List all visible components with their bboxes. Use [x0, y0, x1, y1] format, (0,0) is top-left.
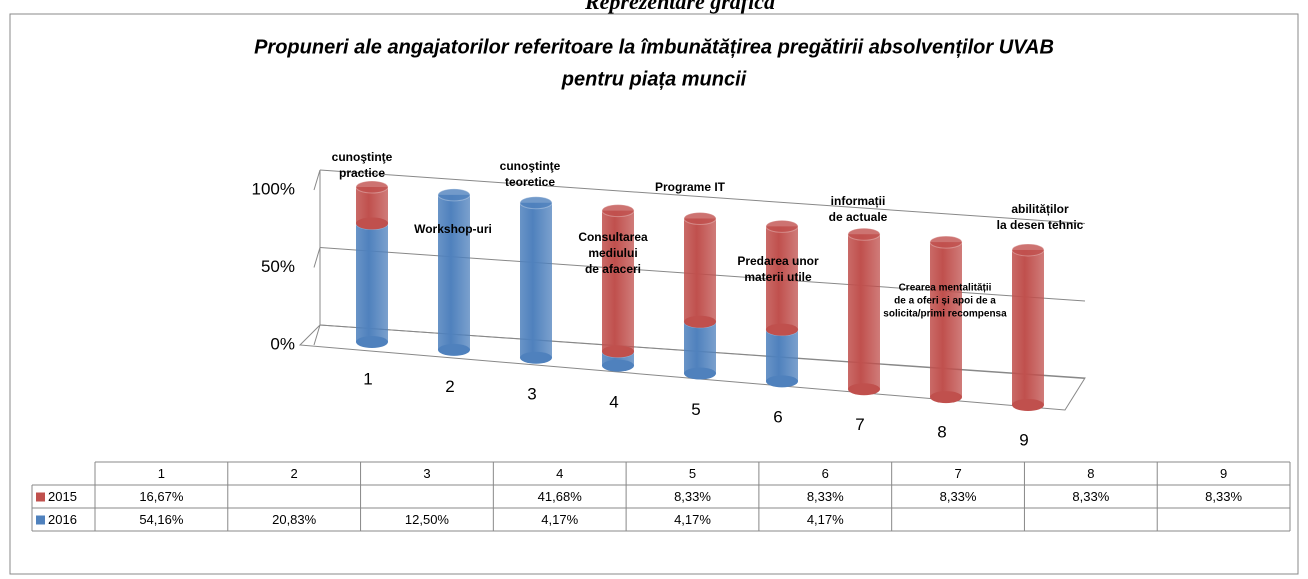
table-cell: 8,33% [674, 489, 711, 504]
x-tick-label: 8 [937, 423, 946, 442]
y-tick-label: 50% [261, 257, 295, 276]
y-tick [313, 324, 321, 346]
annotation: abilităților [1011, 202, 1069, 216]
annotation: solicita/primi recompensa [883, 309, 1007, 320]
table-cell: 41,68% [538, 489, 583, 504]
chart-frame [9, 13, 1299, 575]
annotation: de actuale [829, 210, 888, 224]
y-tick [313, 169, 321, 191]
annotation: practice [339, 166, 385, 180]
annotation: informații [831, 194, 886, 208]
annotation: materii utile [744, 270, 812, 284]
table-header: 6 [822, 466, 829, 481]
x-tick-label: 9 [1019, 430, 1028, 449]
annotation: Workshop-uri [414, 222, 492, 236]
cylinder-top [847, 227, 881, 241]
annotation: mediului [588, 246, 637, 260]
cylinder-top [601, 204, 635, 218]
legend-label: 2016 [48, 512, 77, 527]
x-tick-label: 4 [609, 392, 618, 411]
bar [766, 226, 798, 330]
x-tick-label: 6 [773, 407, 782, 426]
table-header: 4 [556, 466, 563, 481]
annotation: Predarea unor [737, 254, 819, 268]
annotation: Programe IT [655, 180, 726, 194]
y-tick [313, 247, 321, 268]
table-cell: 4,17% [674, 512, 711, 527]
table-header: 8 [1087, 466, 1094, 481]
annotation: de a oferi și apoi de a [894, 296, 996, 307]
table-cell: 4,17% [807, 512, 844, 527]
cylinder-top [1011, 243, 1045, 257]
x-tick-label: 2 [445, 377, 454, 396]
x-tick-label: 1 [363, 369, 372, 388]
bar [684, 218, 716, 322]
table-header: 2 [291, 466, 298, 481]
bar [1012, 249, 1044, 405]
table-cell: 20,83% [272, 512, 317, 527]
annotation: Crearea mentalității [899, 283, 992, 294]
annotation: de afaceri [585, 262, 641, 276]
legend-swatch [36, 492, 45, 502]
bar [848, 234, 880, 390]
legend-swatch [36, 515, 45, 525]
bar [356, 223, 388, 342]
bar [438, 194, 470, 350]
table-header: 5 [689, 466, 696, 481]
bar [356, 187, 388, 224]
annotation: Consultarea [578, 230, 648, 244]
chart-title: pentru piața muncii [561, 68, 747, 90]
table-cell: 54,16% [139, 512, 184, 527]
table-header: 1 [158, 466, 165, 481]
cylinder-top [519, 196, 553, 210]
table-cell: 8,33% [1205, 489, 1242, 504]
bar [930, 242, 962, 398]
bar [520, 202, 552, 358]
cylinder-top [929, 235, 963, 249]
y-tick-label: 100% [252, 179, 295, 198]
x-tick-label: 7 [855, 415, 864, 434]
cylinder-top [683, 211, 717, 225]
table-cell: 8,33% [1072, 489, 1109, 504]
table-cell: 4,17% [541, 512, 578, 527]
cylinder-top [437, 188, 471, 202]
cylinder-top [355, 180, 389, 194]
grid-line [319, 169, 1086, 225]
table-cell: 8,33% [940, 489, 977, 504]
table-cell: 8,33% [807, 489, 844, 504]
page-heading: Reprezentare grafică [584, 0, 775, 14]
x-tick-label: 5 [691, 400, 700, 419]
annotation: cunoştinţe [500, 159, 561, 173]
legend-label: 2015 [48, 489, 77, 504]
bar [766, 329, 798, 382]
table-cell: 16,67% [139, 489, 184, 504]
y-tick-label: 0% [270, 334, 295, 353]
x-tick-label: 3 [527, 385, 536, 404]
bar [602, 210, 634, 352]
bar [684, 321, 716, 374]
cylinder-top [765, 219, 799, 233]
table-header: 7 [954, 466, 961, 481]
chart-title: Propuneri ale angajatorilor referitoare … [254, 36, 1054, 58]
table-cell: 12,50% [405, 512, 450, 527]
annotation: cunoştinţe [332, 150, 393, 164]
annotation: teoretice [505, 175, 555, 189]
table-header: 3 [423, 466, 430, 481]
table-header: 9 [1220, 466, 1227, 481]
annotation: la desen tehnic [997, 218, 1084, 232]
